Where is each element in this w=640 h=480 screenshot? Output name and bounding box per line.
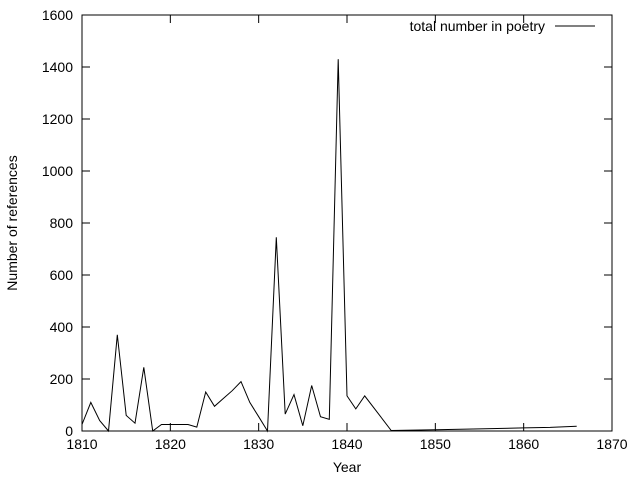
x-tick-label: 1810 (66, 436, 97, 452)
y-axis-ticks: 0 200 400 600 800 1000 1200 1400 1600 (42, 7, 612, 439)
y-tick-label: 0 (65, 423, 73, 439)
y-tick-label: 400 (50, 319, 74, 335)
y-tick-label: 800 (50, 215, 74, 231)
y-tick-label: 1200 (42, 111, 73, 127)
plot-area (81, 59, 577, 433)
x-tick-label: 1840 (331, 436, 362, 452)
y-tick-label: 600 (50, 267, 74, 283)
x-tick-label: 1870 (596, 436, 627, 452)
y-axis-label: Number of references (4, 155, 20, 290)
y-tick-label: 200 (50, 371, 74, 387)
x-tick-label: 1850 (420, 436, 451, 452)
x-tick-label: 1860 (508, 436, 539, 452)
x-tick-label: 1830 (243, 436, 274, 452)
legend: total number in poetry (410, 18, 595, 34)
plot-frame (81, 14, 613, 432)
y-tick-label: 1600 (42, 7, 73, 23)
series-line-total-number-in-poetry (81, 59, 577, 433)
y-tick-label: 1400 (42, 59, 73, 75)
x-axis-ticks: 1810 1820 1830 1840 1850 1860 1870 (66, 15, 628, 452)
legend-label-total-number-in-poetry: total number in poetry (410, 18, 545, 34)
y-tick-label: 1000 (42, 163, 73, 179)
x-tick-label: 1820 (155, 436, 186, 452)
x-axis-label: Year (333, 459, 362, 475)
